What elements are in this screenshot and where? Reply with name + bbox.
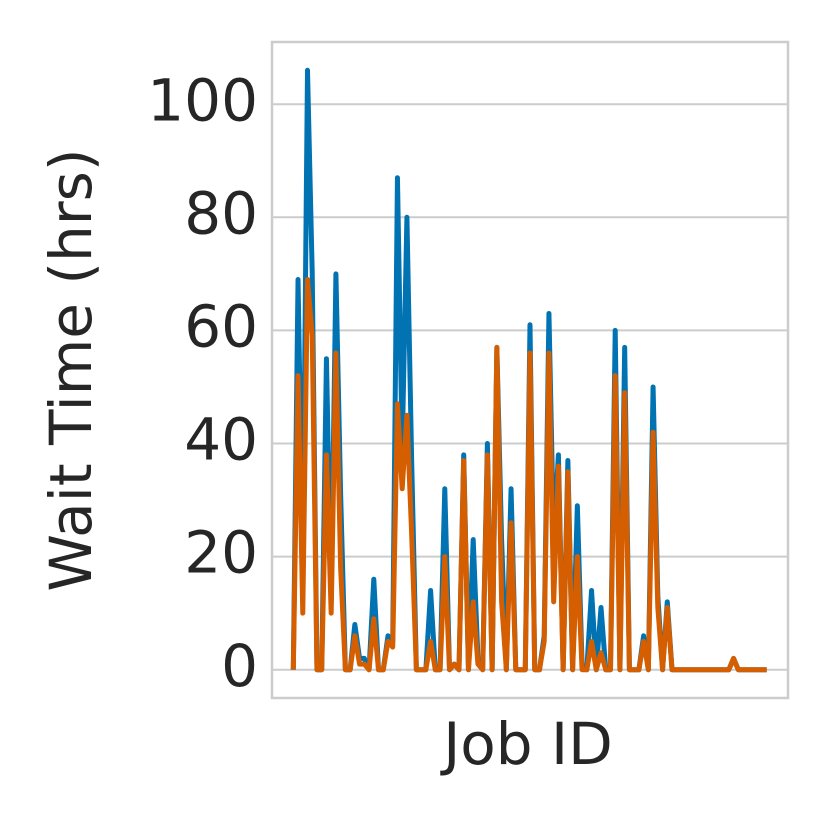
plot-frame <box>270 40 790 700</box>
y-axis-label: Wait Time (hrs) <box>37 149 105 592</box>
series-line <box>290 277 767 673</box>
y-tick-label: 0 <box>221 632 258 700</box>
y-tick-label: 100 <box>147 66 258 134</box>
y-tick-label: 40 <box>184 406 258 474</box>
y-tick-label: 20 <box>184 519 258 587</box>
y-tick-label: 60 <box>184 293 258 361</box>
y-tick-label: 80 <box>184 179 258 247</box>
x-axis-label: Job ID <box>440 710 613 778</box>
